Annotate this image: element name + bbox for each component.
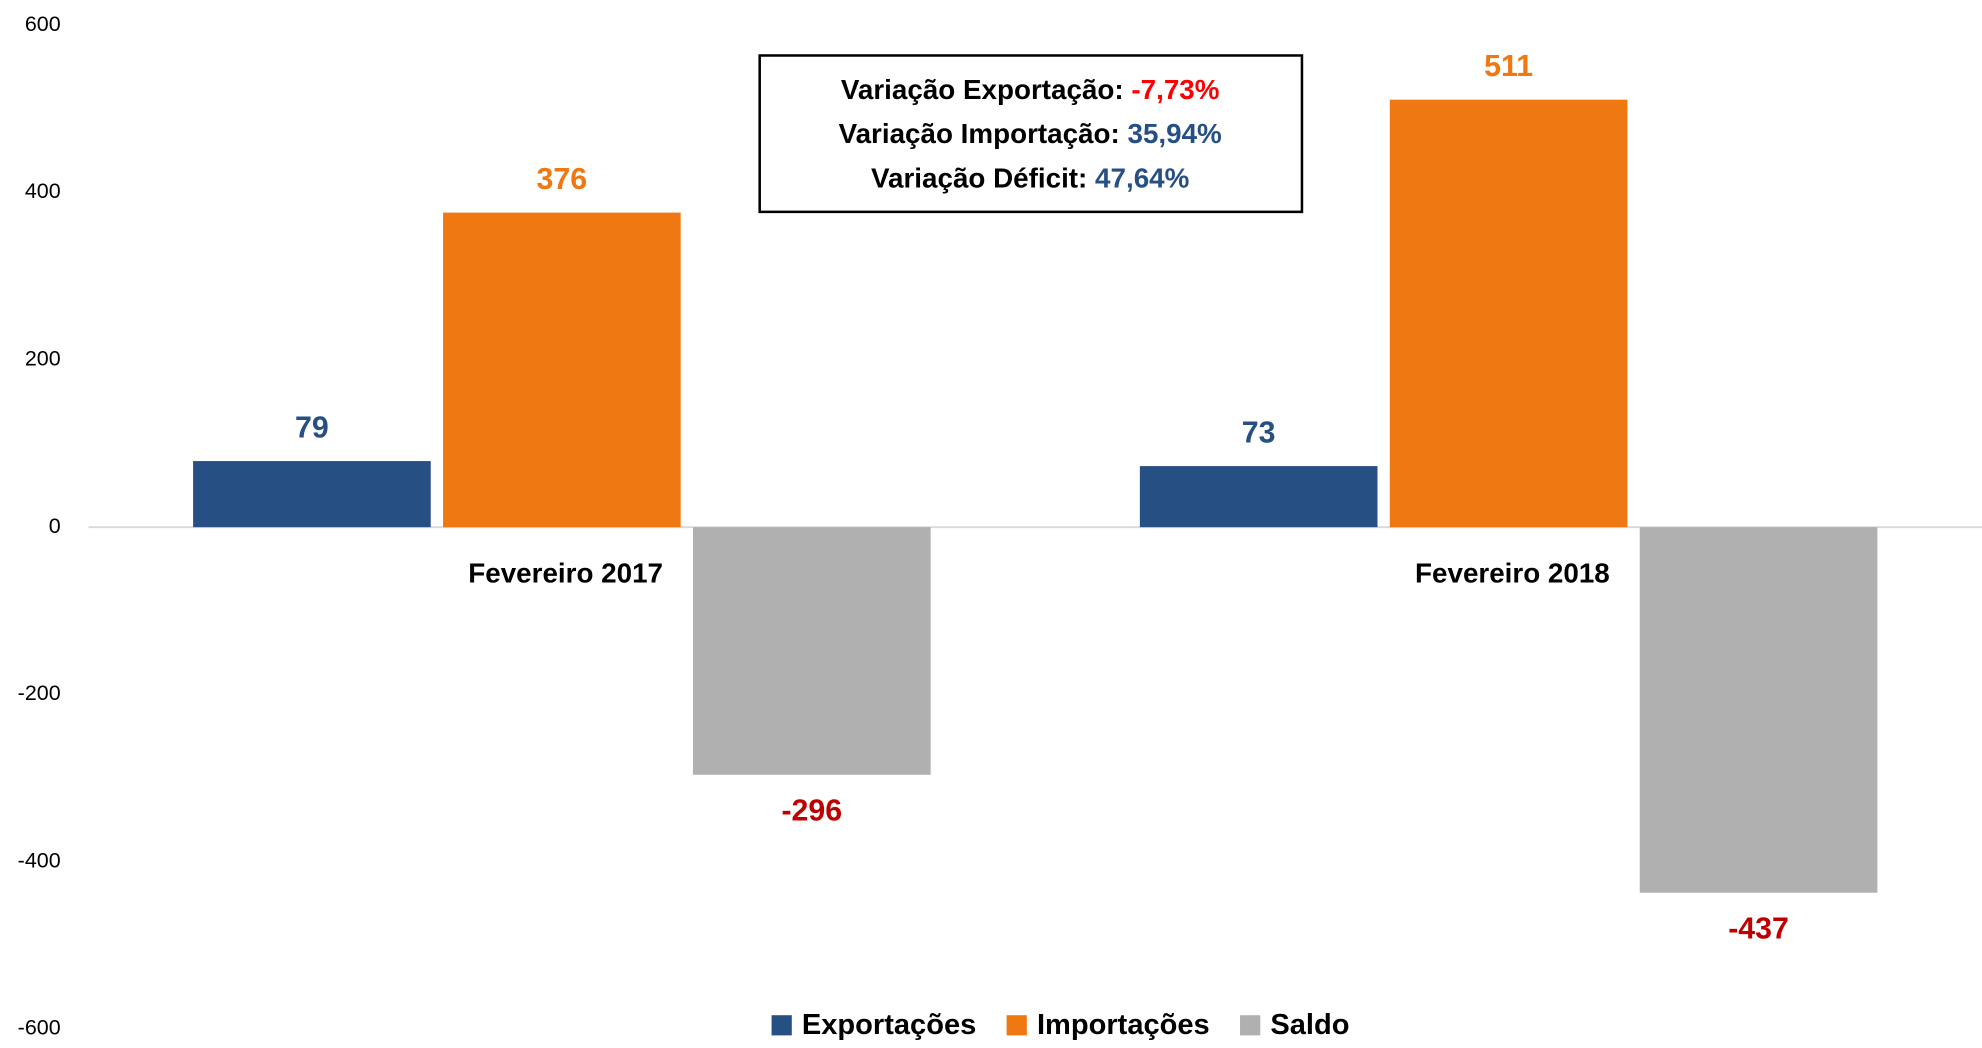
annotation-value: 47,64% [1095, 163, 1189, 194]
value-label: 73 [1242, 417, 1276, 450]
y-tick-label: -400 [18, 848, 61, 872]
y-tick-label: 400 [25, 179, 61, 203]
y-tick-label: -200 [18, 681, 61, 705]
bar [692, 527, 931, 775]
value-label: 376 [537, 163, 588, 196]
annotation: Variação Exportação: -7,73% [841, 74, 1220, 105]
legend-swatch [1006, 1015, 1027, 1036]
x-tick-label: Fevereiro 2018 [1415, 557, 1610, 588]
legend-swatch [771, 1015, 792, 1036]
value-label: 511 [1484, 50, 1533, 83]
y-tick-label: 0 [49, 514, 61, 538]
annotation: Variação Déficit: 47,64% [871, 163, 1189, 194]
annotation-box [758, 54, 1304, 214]
annotation-label: Variação Déficit: [871, 163, 1087, 194]
value-label: 79 [295, 412, 329, 445]
bar [1139, 466, 1378, 528]
annotation: Variação Importação: 35,94% [839, 119, 1222, 150]
y-tick-label: 600 [25, 12, 61, 36]
annotation-label: Variação Importação: [839, 119, 1120, 150]
legend-label: Saldo [1270, 1009, 1349, 1041]
annotation-label: Variação Exportação: [841, 74, 1124, 105]
y-tick-label: 200 [25, 347, 61, 371]
bar [1639, 527, 1878, 893]
bar [443, 212, 681, 528]
value-label: -296 [781, 795, 842, 828]
bar [193, 461, 431, 528]
bar [1389, 99, 1628, 528]
value-label: -437 [1728, 913, 1789, 946]
annotation-value: 35,94% [1127, 119, 1221, 150]
legend-swatch [1240, 1015, 1261, 1036]
legend-label: Importações [1037, 1009, 1210, 1041]
annotation-value: -7,73% [1131, 74, 1219, 105]
x-tick-label: Fevereiro 2017 [468, 557, 663, 588]
legend-label: Exportações [802, 1009, 976, 1041]
y-tick-label: -600 [18, 1016, 61, 1040]
